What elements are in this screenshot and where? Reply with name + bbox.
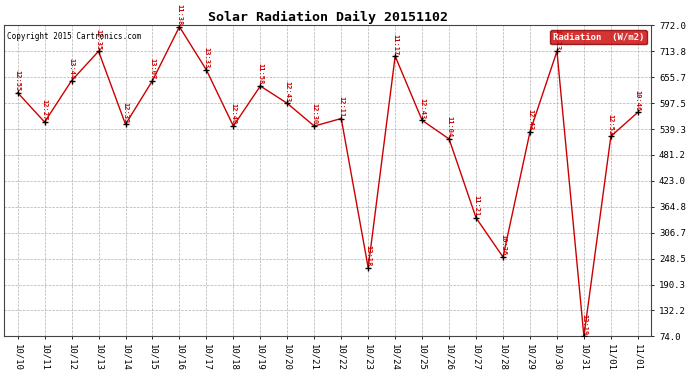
Text: 11:38: 11:38 — [177, 4, 182, 26]
Text: 12:43: 12:43 — [284, 81, 290, 102]
Text: 13:07: 13:07 — [150, 58, 155, 79]
Text: 11:17: 11:17 — [392, 34, 398, 55]
Text: 12:30: 12:30 — [311, 104, 317, 125]
Text: 12:11: 12:11 — [338, 96, 344, 117]
Text: 12:35: 12:35 — [95, 28, 101, 50]
Text: 13:33: 13:33 — [204, 47, 209, 69]
Text: 13:44: 13:44 — [68, 58, 75, 79]
Text: Copyright 2015 Cartronics.com: Copyright 2015 Cartronics.com — [8, 32, 141, 40]
Text: 13:18: 13:18 — [365, 245, 371, 266]
Text: 13:19: 13:19 — [581, 314, 587, 335]
Text: 12:33: 12:33 — [123, 102, 128, 123]
Text: 11:04: 11:04 — [446, 116, 452, 138]
Text: 12:40: 12:40 — [230, 104, 237, 125]
Title: Solar Radiation Daily 20151102: Solar Radiation Daily 20151102 — [208, 11, 448, 24]
Text: 13:13: 13:13 — [554, 28, 560, 50]
Legend: Radiation  (W/m2): Radiation (W/m2) — [550, 30, 647, 44]
Text: 10:26: 10:26 — [500, 234, 506, 256]
Text: 10:46: 10:46 — [635, 90, 641, 111]
Text: 11:21: 11:21 — [473, 195, 479, 216]
Text: 11:58: 11:58 — [257, 63, 264, 85]
Text: 12:43: 12:43 — [419, 98, 425, 119]
Text: 12:52: 12:52 — [608, 114, 614, 135]
Text: 12:43: 12:43 — [527, 109, 533, 130]
Text: 12:27: 12:27 — [41, 99, 48, 121]
Text: 12:55: 12:55 — [14, 70, 21, 92]
